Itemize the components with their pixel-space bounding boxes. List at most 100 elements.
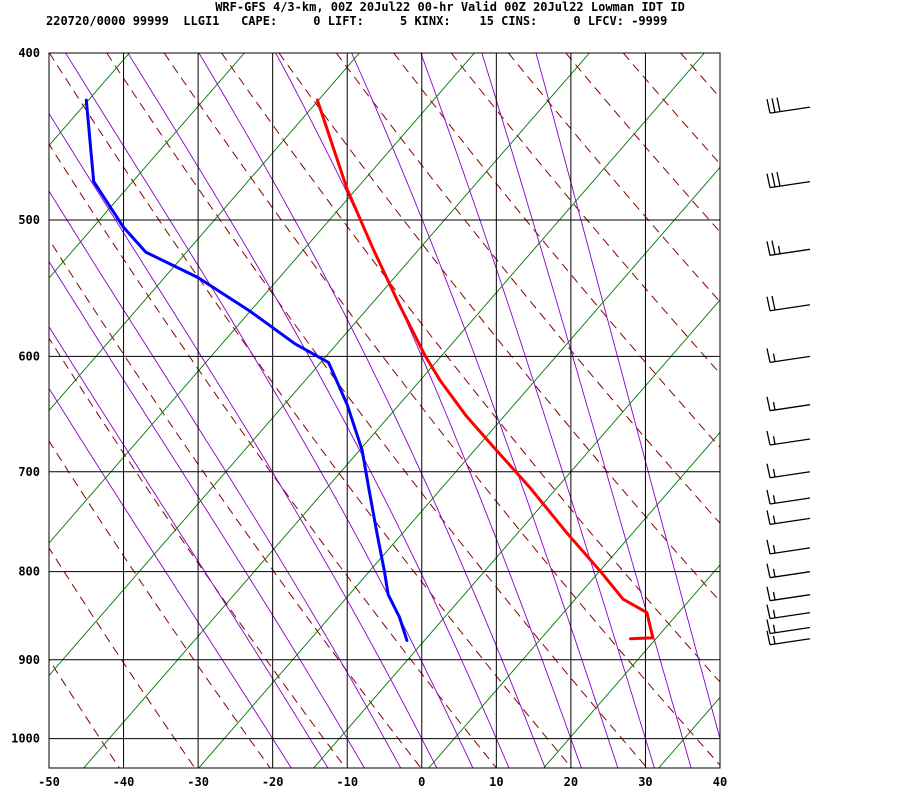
wind-barb: [766, 430, 811, 446]
moist-adiabat: [49, 112, 438, 768]
wind-barb: [766, 396, 811, 412]
wind-barb: [766, 604, 811, 620]
x-tick-label: 0: [418, 775, 425, 789]
moist-adiabat: [49, 325, 329, 768]
dry-adiabat: [393, 53, 720, 449]
mixing-ratio-line: [49, 53, 475, 544]
pressure-tick-label: 900: [18, 653, 40, 667]
dry-adiabat: [49, 546, 196, 768]
moist-adiabat: [49, 387, 292, 768]
x-tick-label: -30: [187, 775, 209, 789]
wind-barb-full: [766, 173, 771, 188]
pressure-tick-label: 500: [18, 213, 40, 227]
mixing-ratio-line: [658, 696, 720, 768]
wind-barb-full: [766, 604, 771, 619]
dry-adiabat: [565, 53, 720, 233]
dry-adiabat: [49, 440, 271, 768]
dry-adiabat: [221, 53, 720, 683]
dry-adiabat: [508, 53, 720, 303]
wind-barb-full: [766, 396, 771, 411]
wind-barb-full: [766, 489, 771, 505]
pressure-tick-label: 800: [18, 565, 40, 579]
wind-barb-staff: [769, 404, 811, 412]
wind-barb-staff: [769, 355, 811, 364]
wind-barb-half: [772, 609, 776, 618]
dry-adiabat: [622, 53, 720, 165]
wind-barb-half: [772, 495, 776, 504]
wind-barb-half: [772, 401, 776, 411]
wind-barb: [766, 295, 811, 312]
dry-adiabat: [680, 53, 720, 99]
wind-barb: [766, 586, 811, 602]
wind-barb-half: [772, 436, 776, 445]
wind-barb-full: [776, 171, 781, 187]
x-tick-label: -10: [336, 775, 358, 789]
wind-barb-staff: [769, 626, 811, 635]
pressure-tick-label: 600: [18, 349, 40, 363]
wind-barb-full: [771, 295, 776, 311]
wind-barb-half: [777, 245, 781, 254]
wind-barb-staff: [769, 517, 811, 526]
x-tick-label: -20: [262, 775, 284, 789]
wind-barb-staff: [769, 611, 811, 620]
moist-adiabat: [535, 53, 720, 741]
moist-adiabat: [127, 53, 510, 768]
wind-barb-full: [766, 539, 771, 555]
x-tick-label: 30: [638, 775, 652, 789]
dry-adiabat: [450, 53, 720, 375]
wind-barb-full: [766, 563, 771, 578]
wind-barb: [766, 510, 811, 526]
wind-barbs: [766, 97, 811, 646]
mixing-ratio-line: [543, 564, 720, 768]
wind-barb-full: [766, 586, 771, 601]
chart-title: WRF-GFS 4/3-km, 00Z 20Jul22 00-hr Valid …: [215, 0, 685, 14]
pressure-tick-label: 400: [18, 46, 40, 60]
mixing-ratio-line: [739, 0, 900, 800]
moist-adiabat: [49, 260, 365, 768]
chart-subtitle: 220720/0000 99999 LLGI1 CAPE: 0 LIFT: 5 …: [46, 14, 668, 28]
wind-barb-half: [772, 515, 776, 524]
wind-barb-full: [766, 241, 771, 256]
wind-barb-staff: [769, 106, 811, 114]
moist-adiabat: [481, 53, 692, 768]
wind-barb-staff: [769, 248, 811, 256]
wind-barb-full: [766, 510, 771, 525]
x-tick-label: -50: [38, 775, 60, 789]
wind-barb-staff: [769, 180, 811, 189]
wind-barb-staff: [769, 438, 811, 446]
temperature-trace: [315, 98, 655, 641]
moist-adiabat: [198, 53, 546, 768]
axis-ticks: -50 -40 -30 -20 -10 0 10 20 30 40 400 500 600 700 800 9…: [11, 46, 727, 789]
wind-barb-full: [766, 463, 771, 478]
x-tick-label: 40: [713, 775, 727, 789]
mixing-ratio-line: [0, 0, 29, 800]
mixing-ratio-line: [49, 53, 590, 677]
wind-barb-staff: [769, 497, 811, 505]
moist-adiabat: [275, 53, 582, 768]
wind-barb-full: [771, 240, 776, 255]
mixing-ratio-line: [428, 431, 720, 768]
x-tick-label: 20: [564, 775, 578, 789]
mixing-ratio-line: [313, 299, 720, 768]
wind-barb-staff: [769, 594, 811, 602]
dewpoint-trace: [84, 98, 409, 642]
wind-barb: [766, 619, 811, 635]
moist-adiabat: [351, 53, 619, 768]
dry-adiabat: [738, 53, 900, 768]
wind-barb-staff: [769, 638, 811, 646]
wind-barb-staff: [769, 547, 811, 555]
wind-barb-full: [766, 296, 771, 311]
wind-barb: [766, 539, 811, 555]
dry-adiabat: [853, 53, 900, 768]
pressure-tick-label: 700: [18, 465, 40, 479]
wind-barb-half: [772, 568, 776, 578]
wind-barb-full: [766, 430, 771, 446]
sounding-traces: [84, 98, 655, 642]
moist-adiabat: [420, 53, 655, 768]
wind-barb-half: [772, 545, 776, 554]
dry-adiabat: [49, 53, 573, 768]
wind-barb-half: [772, 624, 776, 633]
wind-barb-half: [772, 591, 776, 601]
dry-adiabat: [278, 53, 720, 603]
